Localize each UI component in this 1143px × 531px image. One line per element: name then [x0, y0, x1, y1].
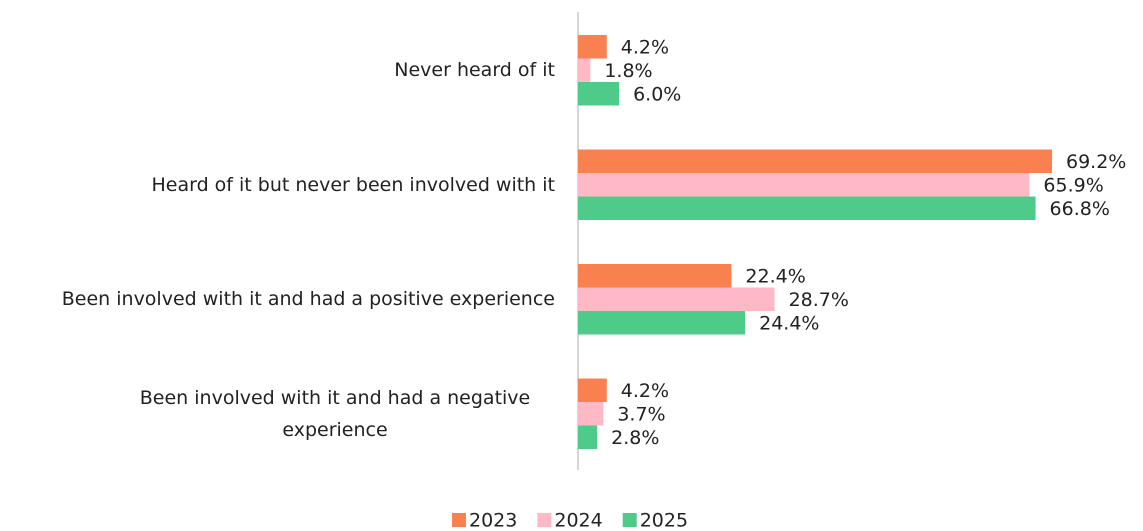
bar [578, 378, 607, 402]
legend-swatch [452, 513, 466, 527]
value-label: 6.0% [633, 83, 681, 105]
bar [578, 82, 620, 106]
bar [578, 196, 1036, 220]
legend-label: 2025 [640, 510, 688, 531]
value-label: 28.7% [789, 289, 849, 311]
bar [578, 149, 1052, 173]
bar [578, 311, 746, 335]
bar [578, 287, 775, 311]
legend-label: 2024 [554, 510, 602, 531]
value-label: 69.2% [1066, 151, 1126, 173]
value-label: 1.8% [604, 60, 652, 82]
category-label: Been involved with it and had a positive… [61, 288, 555, 311]
bar [578, 264, 732, 288]
value-label: 24.4% [759, 312, 819, 334]
value-label: 66.8% [1050, 198, 1110, 220]
value-label: 65.9% [1043, 174, 1103, 196]
value-label: 2.8% [611, 427, 659, 449]
legend-swatch [537, 513, 552, 527]
value-label: 22.4% [745, 265, 805, 287]
category-label: Never heard of it [394, 59, 555, 82]
category-label: Heard of it but never been involved with… [151, 173, 555, 196]
bar [578, 402, 604, 426]
bar [578, 425, 598, 449]
legend-swatch [622, 513, 637, 527]
bar [578, 35, 607, 59]
category-label: Been involved with it and had a negative… [139, 386, 531, 441]
legend-label: 2023 [469, 510, 517, 531]
value-label: 4.2% [621, 36, 669, 58]
value-label: 4.2% [621, 380, 669, 402]
bar [578, 58, 591, 82]
bar [578, 173, 1030, 197]
value-label: 3.7% [617, 403, 665, 425]
